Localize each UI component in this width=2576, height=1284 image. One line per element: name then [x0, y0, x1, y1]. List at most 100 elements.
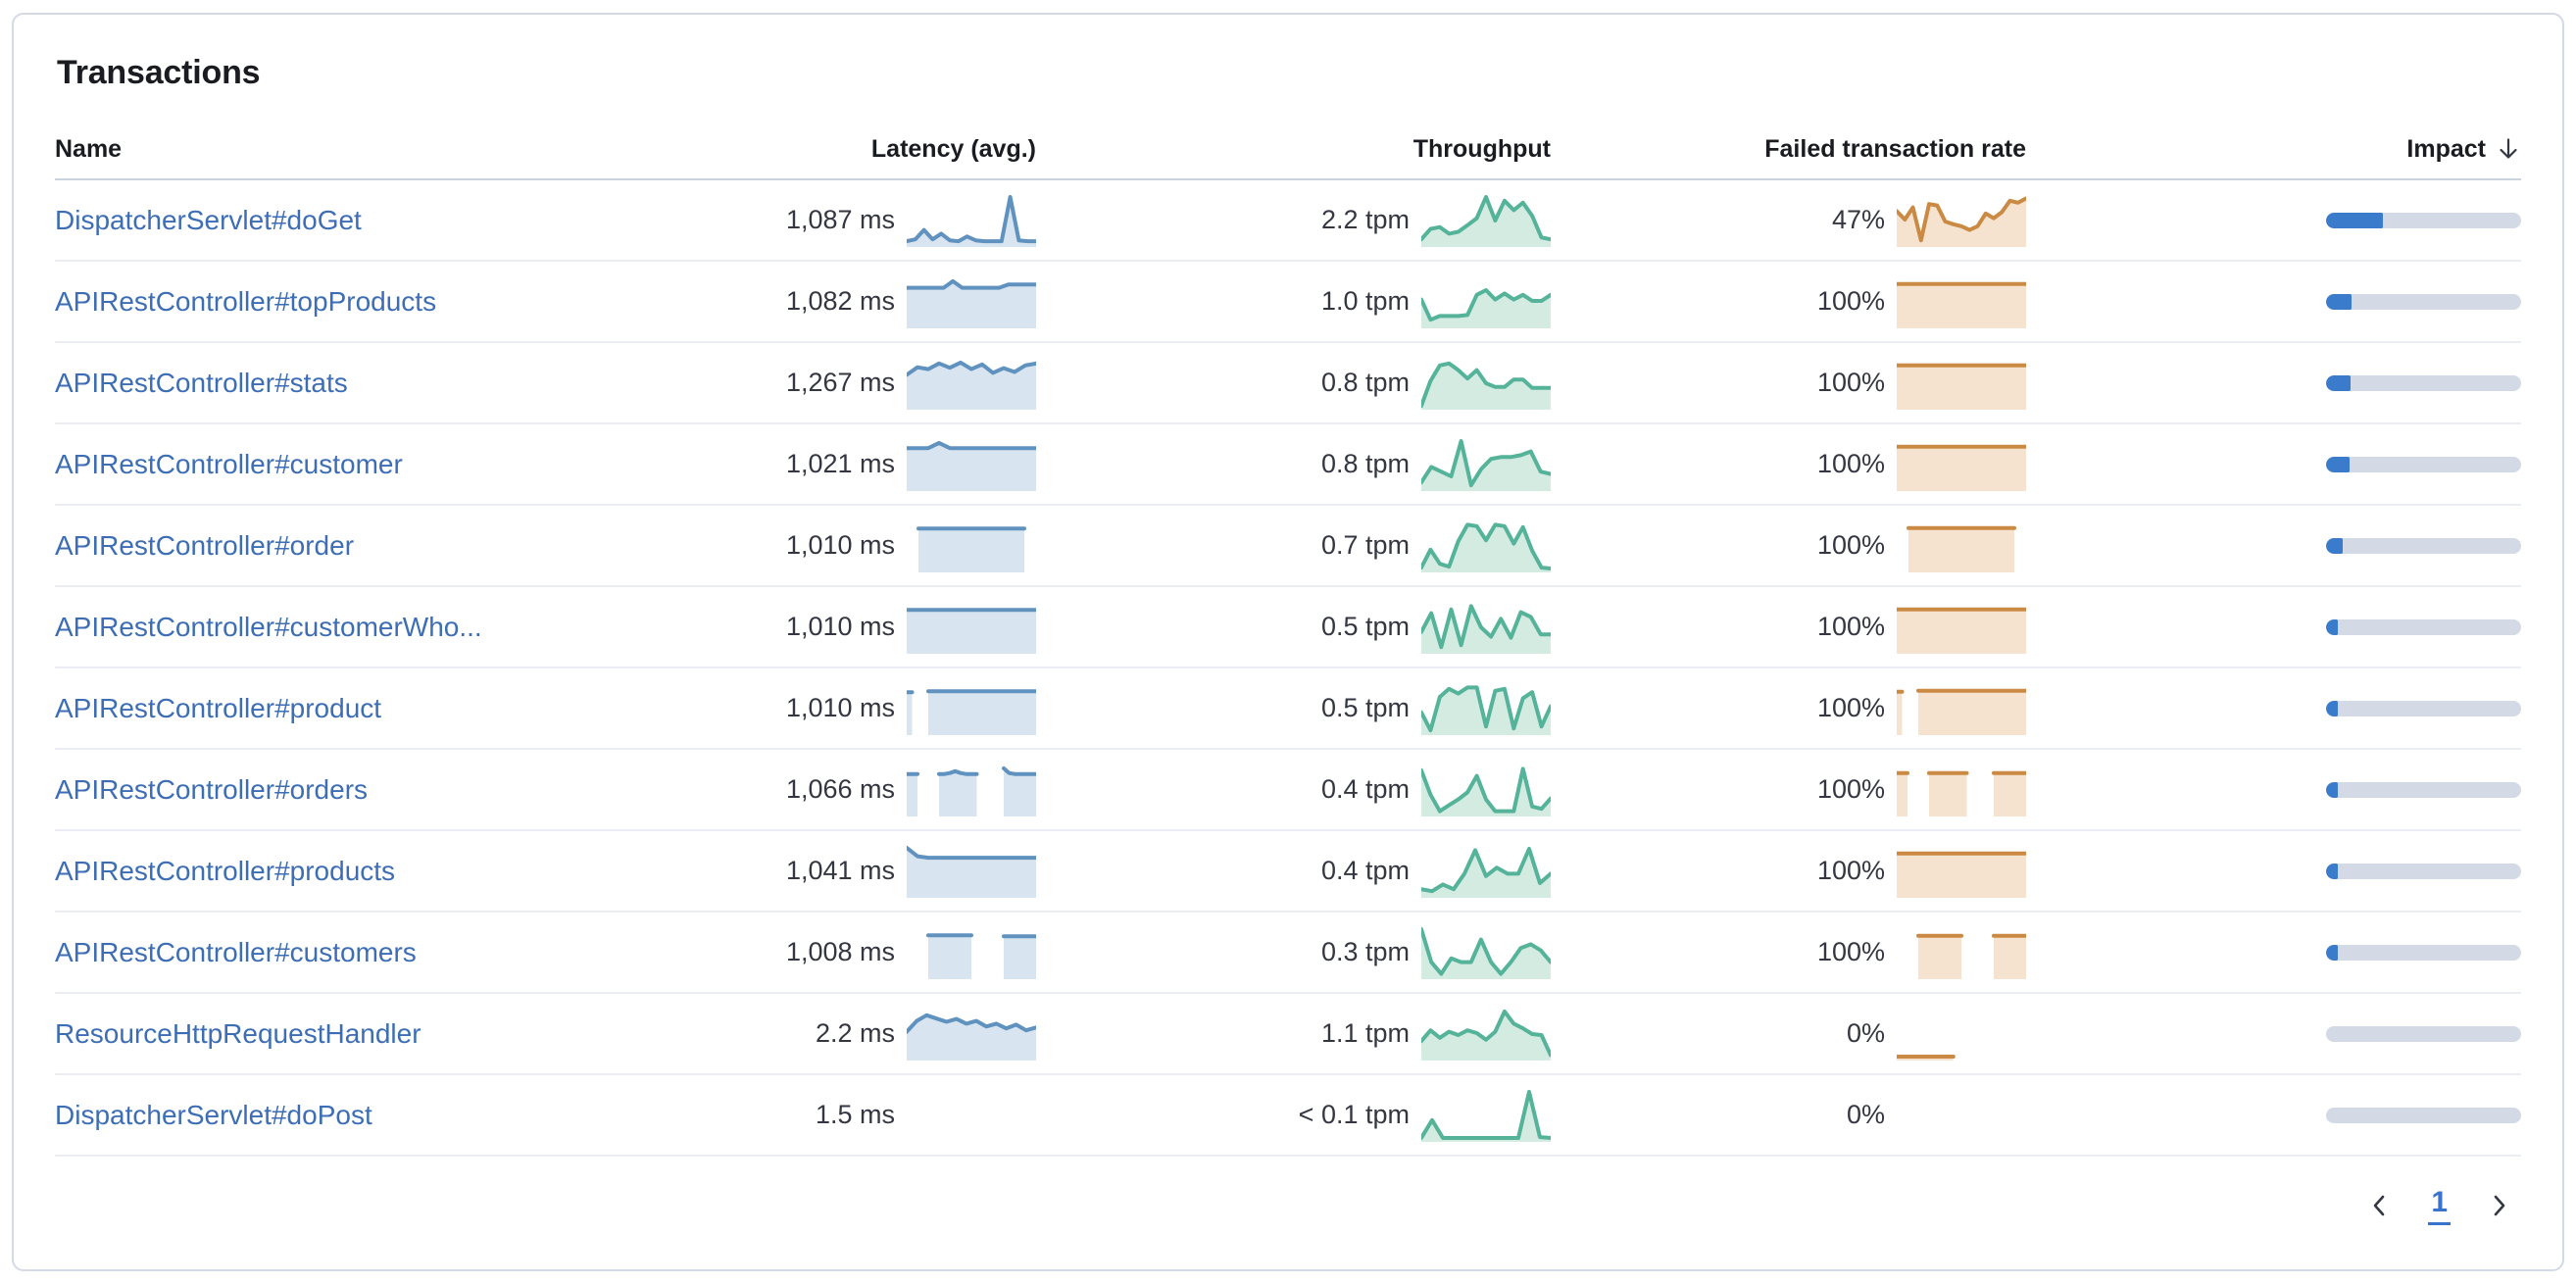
throughput-sparkline	[1421, 603, 1551, 654]
latency-sparkline	[907, 688, 1036, 735]
transactions-panel: Transactions Name Latency (avg.) Through…	[12, 13, 2564, 1271]
impact-bar	[2326, 944, 2521, 961]
failed-rate-value: 100%	[1816, 856, 1885, 885]
latency-sparkline	[907, 1089, 1036, 1142]
table-row: DispatcherServlet#doGet 1,087 ms 2.2 tpm…	[55, 180, 2521, 262]
column-header-impact-label: Impact	[2406, 134, 2486, 163]
transaction-name-link[interactable]: ResourceHttpRequestHandler	[55, 1017, 421, 1049]
failed-rate-sparkline	[1897, 1089, 2026, 1142]
pagination: 1	[55, 1157, 2521, 1225]
failed-rate-value: 100%	[1816, 612, 1885, 641]
failed-rate-value: 100%	[1816, 693, 1885, 722]
failed-rate-sparkline	[1897, 281, 2026, 328]
impact-bar-fill	[2326, 537, 2343, 554]
impact-bar-fill	[2326, 456, 2350, 472]
transaction-name-link[interactable]: APIRestController#customers	[55, 936, 417, 967]
throughput-sparkline	[1421, 1089, 1551, 1142]
latency-sparkline	[907, 360, 1036, 410]
table-row: APIRestController#orders 1,066 ms 0.4 tp…	[55, 750, 2521, 831]
table-row: APIRestController#customerWho... 1,010 m…	[55, 587, 2521, 668]
transaction-name-link[interactable]: APIRestController#customerWho...	[55, 611, 482, 642]
column-header-name[interactable]: Name	[55, 134, 123, 163]
throughput-value: 0.4 tpm	[1320, 774, 1410, 804]
latency-sparkline	[907, 607, 1036, 654]
transaction-name-link[interactable]: APIRestController#products	[55, 855, 396, 886]
throughput-sparkline	[1421, 846, 1551, 898]
transaction-name-link[interactable]: APIRestController#customer	[55, 448, 403, 479]
transaction-name-link[interactable]: APIRestController#topProducts	[55, 285, 437, 317]
chevron-left-icon	[2374, 1195, 2385, 1216]
chevron-right-icon	[2494, 1195, 2505, 1216]
latency-value: 1,010 ms	[785, 693, 895, 722]
failed-rate-value: 0%	[1846, 1100, 1885, 1129]
transaction-name-link[interactable]: APIRestController#product	[55, 692, 382, 723]
impact-bar	[2326, 1107, 2521, 1123]
throughput-sparkline	[1421, 926, 1551, 979]
impact-bar	[2326, 1025, 2521, 1042]
latency-sparkline	[907, 765, 1036, 816]
impact-bar-fill	[2326, 863, 2338, 879]
table-row: APIRestController#products 1,041 ms 0.4 …	[55, 831, 2521, 913]
failed-rate-value: 0%	[1846, 1018, 1885, 1048]
latency-sparkline	[916, 525, 1026, 572]
failed-rate-value: 100%	[1816, 286, 1885, 316]
column-header-failed-rate[interactable]: Failed transaction rate	[1764, 134, 2026, 163]
failed-rate-sparkline	[1897, 195, 2026, 247]
failed-rate-sparkline	[1897, 444, 2026, 491]
transaction-name-link[interactable]: APIRestController#order	[55, 529, 355, 561]
transaction-name-link[interactable]: DispatcherServlet#doPost	[55, 1099, 372, 1130]
throughput-sparkline	[1421, 361, 1551, 410]
table-body: DispatcherServlet#doGet 1,087 ms 2.2 tpm…	[55, 180, 2521, 1157]
column-header-latency[interactable]: Latency (avg.)	[870, 134, 1036, 163]
transaction-name-link[interactable]: APIRestController#stats	[55, 367, 348, 398]
latency-sparkline	[907, 440, 1036, 491]
transaction-name-link[interactable]: APIRestController#orders	[55, 773, 369, 805]
latency-value: 1,008 ms	[785, 937, 895, 966]
impact-bar	[2326, 700, 2521, 716]
latency-sparkline	[926, 932, 1036, 979]
table-row: ResourceHttpRequestHandler 2.2 ms 1.1 tp…	[55, 994, 2521, 1075]
impact-bar-fill	[2326, 944, 2338, 961]
latency-sparkline	[907, 194, 1036, 247]
panel-title: Transactions	[57, 54, 261, 91]
latency-sparkline	[907, 1012, 1036, 1061]
transaction-name-link[interactable]: DispatcherServlet#doGet	[55, 204, 362, 235]
previous-page-button[interactable]	[2363, 1187, 2395, 1224]
table-row: DispatcherServlet#doPost 1.5 ms < 0.1 tp…	[55, 1075, 2521, 1157]
next-page-button[interactable]	[2484, 1187, 2515, 1224]
failed-rate-sparkline	[1897, 688, 2026, 735]
page-number-1[interactable]: 1	[2428, 1186, 2451, 1225]
throughput-value: 0.8 tpm	[1320, 368, 1410, 397]
latency-value: 1,082 ms	[785, 286, 895, 316]
impact-bar	[2326, 863, 2521, 879]
throughput-sparkline	[1421, 765, 1551, 816]
failed-rate-sparkline	[1907, 525, 2016, 572]
table-row: APIRestController#customers 1,008 ms 0.3…	[55, 913, 2521, 994]
table-row: APIRestController#customer 1,021 ms 0.8 …	[55, 424, 2521, 506]
throughput-value: 0.7 tpm	[1320, 530, 1410, 560]
latency-value: 1,041 ms	[785, 856, 895, 885]
impact-bar	[2326, 374, 2521, 391]
impact-bar	[2326, 781, 2521, 798]
table-row: APIRestController#topProducts 1,082 ms 1…	[55, 262, 2521, 343]
failed-rate-sparkline	[1897, 770, 2026, 816]
throughput-sparkline	[1421, 194, 1551, 247]
throughput-value: 0.3 tpm	[1320, 937, 1410, 966]
failed-rate-value: 100%	[1816, 774, 1885, 804]
failed-rate-sparkline	[1916, 933, 2026, 979]
failed-rate-sparkline	[1897, 363, 2026, 410]
latency-value: 1.5 ms	[815, 1100, 895, 1129]
failed-rate-sparkline	[1897, 851, 2026, 898]
sort-down-arrow-icon	[2500, 138, 2517, 159]
latency-sparkline	[907, 845, 1036, 898]
table-row: APIRestController#stats 1,267 ms 0.8 tpm…	[55, 343, 2521, 424]
throughput-value: 1.0 tpm	[1320, 286, 1410, 316]
latency-value: 1,010 ms	[785, 530, 895, 560]
throughput-value: 0.4 tpm	[1320, 856, 1410, 885]
throughput-sparkline	[1421, 684, 1551, 735]
column-header-throughput[interactable]: Throughput	[1412, 134, 1551, 163]
latency-value: 1,021 ms	[785, 449, 895, 478]
column-header-impact[interactable]: Impact	[2026, 135, 2521, 164]
failed-rate-sparkline	[1897, 607, 2026, 654]
impact-bar-fill	[2326, 374, 2351, 391]
